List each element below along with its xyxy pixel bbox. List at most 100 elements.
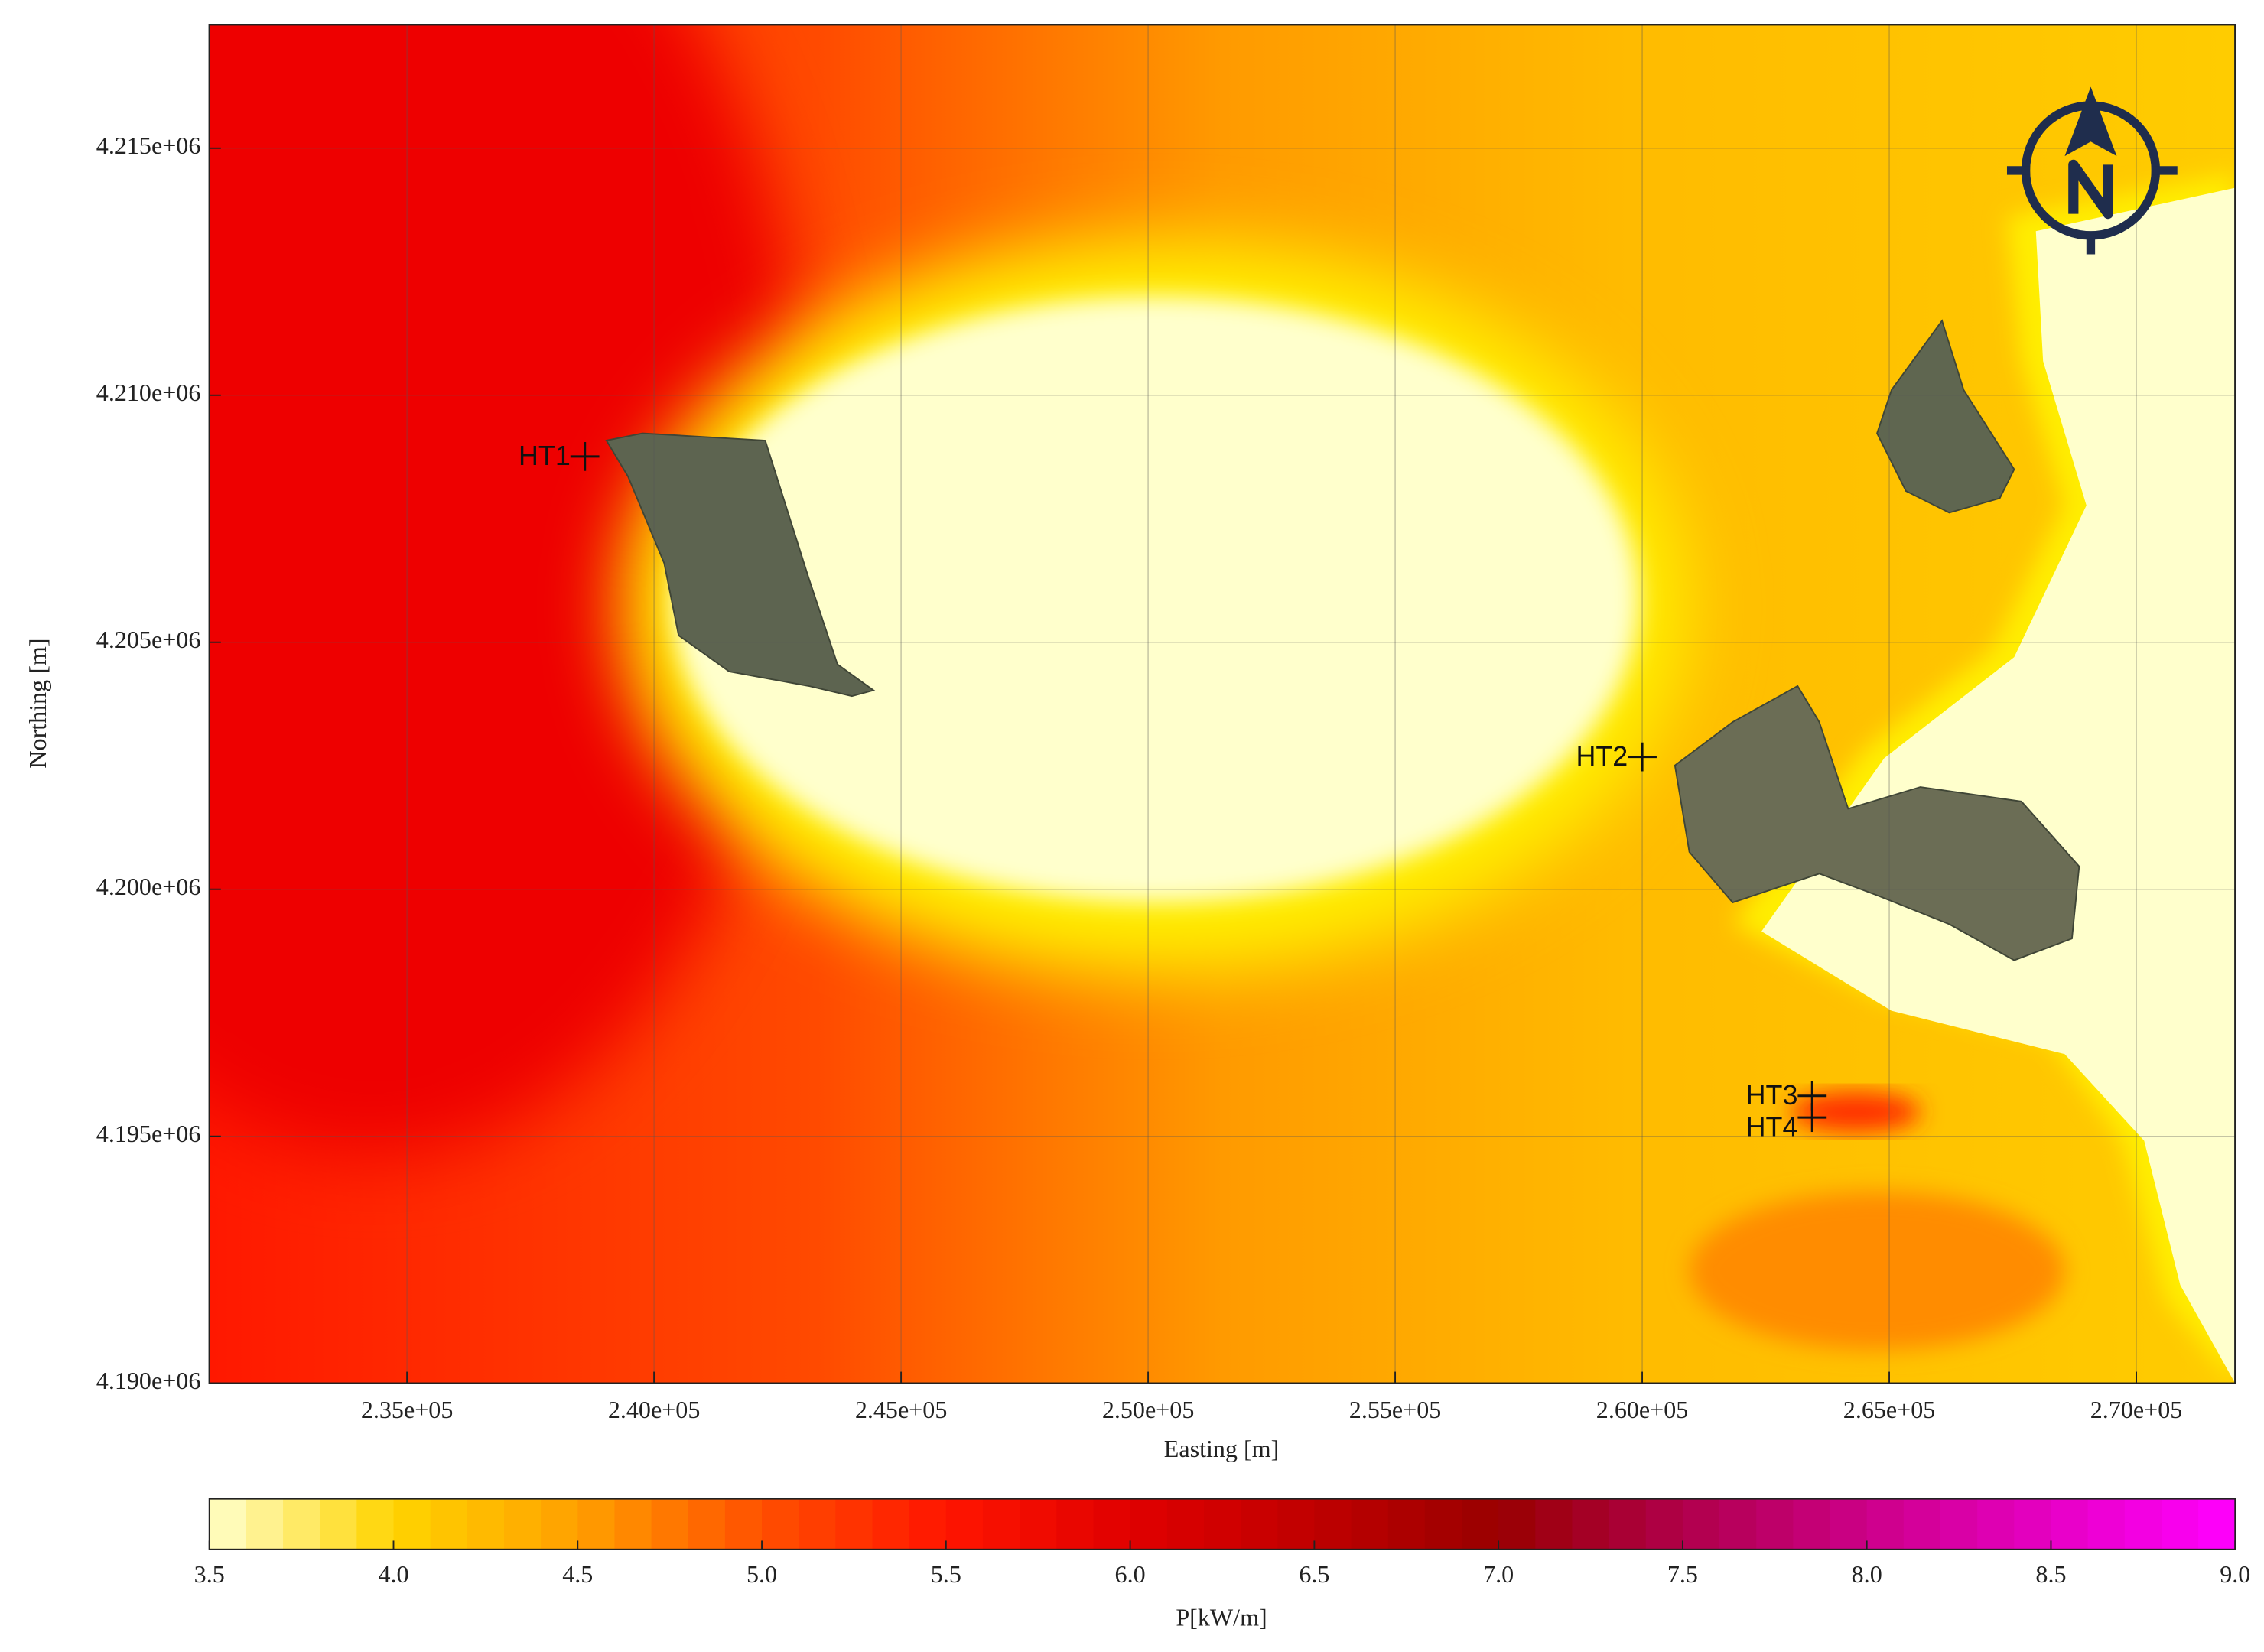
point-label: HT4 [1746, 1112, 1798, 1143]
colorbar-cell [1424, 1498, 1462, 1550]
x-tick-label: 2.40e+05 [608, 1396, 701, 1423]
turbine-marker [1628, 742, 1657, 772]
field-spot [1689, 1191, 2065, 1351]
colorbar-cell [1940, 1498, 1979, 1550]
point-label: HT1 [519, 441, 571, 471]
colorbar-cell [1866, 1498, 1905, 1550]
colorbar-cell [1241, 1498, 1279, 1550]
colorbar-cell [945, 1498, 984, 1550]
colorbar-cell [1203, 1498, 1242, 1550]
x-tick-label: 2.35e+05 [361, 1396, 454, 1423]
colorbar-cell [2161, 1498, 2200, 1550]
field-lowest [1761, 187, 2236, 1384]
colorbar-frame [208, 1498, 2236, 1550]
colorbar-tick-label: 6.0 [1115, 1560, 1146, 1588]
colorbar-cell [2087, 1498, 2126, 1550]
colorbar-cell [835, 1498, 873, 1550]
field-spot [1790, 1091, 1921, 1133]
colorbar: 3.5 4.0 4.5 5.0 5.5 6.0 6.5 7.0 7.5 8.0 8.5 9.0 [194, 1498, 2250, 1588]
colorbar-cell [1830, 1498, 1868, 1550]
colorbar-tick-label: 3.5 [194, 1560, 225, 1588]
colorbar-cell [1572, 1498, 1610, 1550]
colorbar-cell [1498, 1498, 1537, 1550]
colorbar-cell [1719, 1498, 1758, 1550]
colorbar-tick-label: 7.0 [1483, 1560, 1514, 1588]
colorbar-cell [541, 1498, 579, 1550]
colorbar-cell [209, 1498, 247, 1550]
y-tick-label: 4.210e+06 [96, 379, 201, 406]
colorbar-tick-label: 7.5 [1667, 1560, 1698, 1588]
colorbar-label: P[kW/m] [1176, 1604, 1267, 1631]
colorbar-cell [1277, 1498, 1316, 1550]
colorbar-cell [2124, 1498, 2162, 1550]
colorbar-cell [799, 1498, 837, 1550]
colorbar-cell [872, 1498, 910, 1550]
x-tick-label: 2.70e+05 [2090, 1396, 2183, 1423]
colorbar-cell [503, 1498, 542, 1550]
colorbar-cell [1535, 1498, 1573, 1550]
point-label: HT3 [1746, 1080, 1798, 1111]
colorbar-cell [2051, 1498, 2089, 1550]
point-label: HT2 [1576, 741, 1628, 772]
colorbar-cell [246, 1498, 284, 1550]
colorbar-tick-label: 8.5 [2035, 1560, 2066, 1588]
colorbar-cell [467, 1498, 505, 1550]
colorbar-cell [909, 1498, 947, 1550]
colorbar-cell [1093, 1498, 1131, 1550]
y-tick-label: 4.190e+06 [96, 1367, 201, 1394]
colorbar-cell [762, 1498, 800, 1550]
heatmap-field [209, 24, 2236, 1384]
field-lowest [671, 296, 1639, 903]
colorbar-cell [1645, 1498, 1683, 1550]
y-tick-label: 4.200e+06 [96, 873, 201, 900]
colorbar-tick-label: 4.0 [378, 1560, 408, 1588]
colorbar-cell [1682, 1498, 1721, 1550]
colorbar-tick-label: 5.0 [747, 1560, 777, 1588]
colorbar-cell [320, 1498, 358, 1550]
colorbar-cell [2198, 1498, 2236, 1550]
x-tick-label: 2.65e+05 [1843, 1396, 1936, 1423]
colorbar-cell [1977, 1498, 2015, 1550]
field-high [209, 24, 808, 1156]
colorbar-tick-label: 5.5 [931, 1560, 961, 1588]
colorbar-cell [1903, 1498, 1941, 1550]
turbine-marker [570, 441, 600, 471]
colorbar-cell [688, 1498, 726, 1550]
colorbar-cell [1793, 1498, 1831, 1550]
colorbar-cell [1756, 1498, 1794, 1550]
colorbar-cell [651, 1498, 689, 1550]
y-tick-label: 4.205e+06 [96, 626, 201, 653]
island [1876, 319, 2015, 514]
x-tick-label: 2.50e+05 [1102, 1396, 1195, 1423]
colorbar-cell [1387, 1498, 1426, 1550]
colorbar-cell [577, 1498, 616, 1550]
colorbar-tick-label: 9.0 [2220, 1560, 2250, 1588]
colorbar-cell [1020, 1498, 1058, 1550]
colorbar-cell [982, 1498, 1021, 1550]
y-axis-label: Northing [m] [24, 638, 51, 768]
x-axis-label: Easting [m] [1164, 1435, 1280, 1462]
y-tick-label: 4.215e+06 [96, 132, 201, 159]
colorbar-cell [1130, 1498, 1168, 1550]
island [1674, 685, 2080, 961]
colorbar-cell [1461, 1498, 1500, 1550]
colorbar-tick-label: 8.0 [1852, 1560, 1882, 1588]
colorbar-tick-label: 6.5 [1299, 1560, 1329, 1588]
colorbar-cell [1351, 1498, 1389, 1550]
colorbar-cell [430, 1498, 468, 1550]
colorbar-tick-label: 4.5 [562, 1560, 593, 1588]
y-tick-label: 4.195e+06 [96, 1120, 201, 1147]
colorbar-cell [1056, 1498, 1095, 1550]
colorbar-cell [283, 1498, 321, 1550]
colorbar-cell [1166, 1498, 1205, 1550]
colorbar-cell [356, 1498, 395, 1550]
plot-frame [208, 24, 2236, 1384]
colorbar-cell [2014, 1498, 2052, 1550]
colorbar-cell [1609, 1498, 1647, 1550]
colorbar-cell [393, 1498, 431, 1550]
x-tick-label: 2.45e+05 [855, 1396, 948, 1423]
colorbar-cell [1314, 1498, 1352, 1550]
turbine-marker [1797, 1103, 1827, 1133]
